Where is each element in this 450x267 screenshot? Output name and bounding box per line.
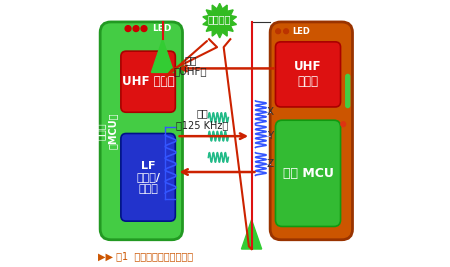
Text: Z: Z [267, 159, 274, 169]
FancyBboxPatch shape [345, 74, 351, 108]
Text: UHF
发送器: UHF 发送器 [294, 60, 322, 88]
Text: X: X [267, 107, 274, 117]
Text: 单片机
（MCU）: 单片机 （MCU） [96, 113, 117, 149]
FancyBboxPatch shape [121, 134, 176, 221]
FancyBboxPatch shape [275, 42, 341, 107]
FancyBboxPatch shape [100, 22, 183, 240]
Circle shape [276, 29, 280, 34]
Text: ▶▶ 图1  智能被动无钥门禁系统: ▶▶ 图1 智能被动无钥门禁系统 [98, 251, 193, 261]
Text: 响应
（UHF）: 响应 （UHF） [174, 55, 207, 77]
Circle shape [284, 29, 288, 34]
Polygon shape [242, 220, 261, 249]
Text: LF
发送器/
接收器: LF 发送器/ 接收器 [136, 161, 160, 194]
FancyBboxPatch shape [105, 30, 120, 236]
Polygon shape [203, 3, 237, 38]
Circle shape [341, 122, 346, 127]
Text: Y: Y [267, 131, 273, 141]
Circle shape [125, 26, 131, 32]
FancyBboxPatch shape [270, 22, 352, 240]
Polygon shape [152, 39, 174, 72]
Text: 命令
（125 KHz）: 命令 （125 KHz） [176, 108, 229, 130]
Text: UHF 发送器: UHF 发送器 [122, 75, 175, 88]
Text: 加密代码: 加密代码 [208, 14, 231, 24]
Circle shape [141, 26, 147, 32]
Text: LED: LED [152, 24, 171, 33]
FancyBboxPatch shape [121, 51, 176, 112]
Text: 智能 MCU: 智能 MCU [283, 167, 333, 180]
Circle shape [133, 26, 139, 32]
Text: LED: LED [293, 27, 310, 36]
FancyBboxPatch shape [275, 120, 341, 226]
